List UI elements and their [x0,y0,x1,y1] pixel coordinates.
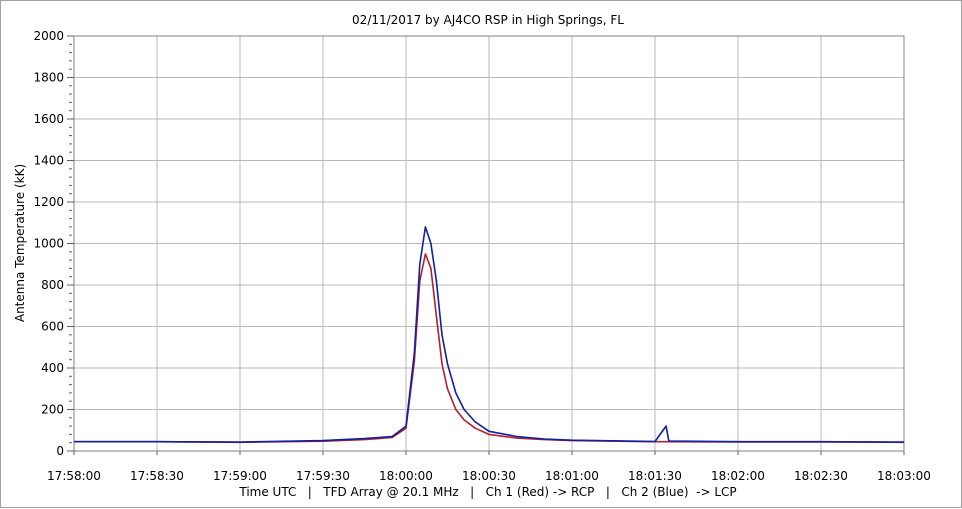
y-tick-label-7: 1400 [33,154,64,168]
grid-lines [73,35,905,452]
x-tick-label-6: 18:01:00 [545,469,599,483]
series-line-1 [74,226,905,443]
x-axis-label: Time UTC | TFD Array @ 20.1 MHz | Ch 1 (… [238,485,736,499]
y-tick-label-3: 600 [41,320,64,334]
x-tick-label-3: 17:59:30 [296,469,350,483]
x-tick-label-4: 18:00:00 [379,469,433,483]
chart-title: 02/11/2017 by AJ4CO RSP in High Springs,… [352,13,624,27]
y-tick-label-6: 1200 [33,195,64,209]
x-tick-label-1: 17:58:30 [130,469,184,483]
y-axis-label: Antenna Temperature (kK) [13,164,27,322]
x-tick-label-0: 17:58:00 [47,469,101,483]
x-tick-label-8: 18:02:00 [711,469,765,483]
x-tick-label-5: 18:00:30 [462,469,516,483]
y-tick-label-10: 2000 [33,29,64,43]
x-tick-label-2: 17:59:00 [213,469,267,483]
y-tick-label-2: 400 [41,361,64,375]
y-tick-label-1: 200 [41,403,64,417]
x-tick-labels: 17:58:00 17:58:30 17:59:00 17:59:30 18:00:00… [47,451,931,483]
y-tick-label-4: 800 [41,278,64,292]
y-tick-labels: 0 200 400 600 800 1000 1200 1400 1600 1800 2000 [33,29,74,458]
x-tick-label-10: 18:03:00 [877,469,931,483]
y-tick-label-8: 1600 [33,112,64,126]
y-tick-label-0: 0 [56,444,64,458]
series-layer [74,226,905,444]
y-tick-label-9: 1800 [33,71,64,85]
y-tick-label-5: 1000 [33,237,64,251]
x-tick-label-7: 18:01:30 [628,469,682,483]
x-tick-label-9: 18:02:30 [794,469,848,483]
